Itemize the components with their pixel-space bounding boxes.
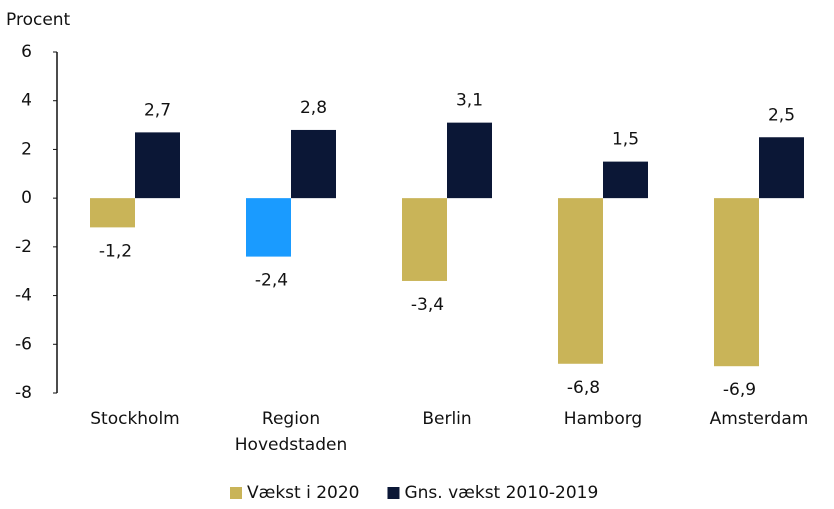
y-tick-label: 0	[21, 188, 32, 208]
bar	[714, 198, 759, 367]
value-label: 1,5	[612, 130, 639, 150]
x-tick-label: Amsterdam	[709, 409, 809, 429]
x-tick-label: Region Hovedstaden	[234, 409, 348, 455]
value-label: -6,8	[567, 378, 600, 398]
value-label: -6,9	[723, 380, 756, 400]
value-label: 2,7	[144, 100, 171, 120]
x-tick-label: Stockholm	[90, 409, 180, 429]
y-axis-label: Procent	[6, 10, 71, 30]
y-tick-label: 2	[21, 139, 32, 159]
bar	[246, 198, 291, 257]
bar	[447, 122, 492, 199]
y-tick-label: -4	[15, 286, 32, 306]
bar	[603, 161, 648, 199]
y-tick-label: -8	[15, 383, 32, 403]
legend-swatch	[230, 487, 242, 499]
legend-label: Gns. vækst 2010-2019	[404, 483, 598, 503]
y-tick-label: 6	[21, 42, 32, 62]
bar	[402, 198, 447, 281]
bar	[759, 137, 804, 199]
value-label: -3,4	[411, 295, 444, 315]
legend-label: Vækst i 2020	[247, 483, 359, 503]
bar	[291, 129, 336, 199]
value-label: -1,2	[99, 241, 132, 261]
value-label: 3,1	[456, 91, 483, 111]
value-label: 2,5	[768, 105, 795, 125]
bar	[90, 198, 135, 228]
x-tick-label: Berlin	[422, 409, 472, 429]
y-tick-label: -6	[15, 334, 32, 354]
y-tick-label: 4	[21, 91, 32, 111]
y-tick-label: -2	[15, 237, 32, 257]
legend-swatch	[387, 487, 400, 499]
value-label: 2,8	[300, 98, 327, 118]
value-label: -2,4	[255, 271, 288, 291]
bar	[558, 198, 603, 364]
x-tick-label: Hamborg	[563, 409, 643, 429]
bar	[135, 132, 180, 199]
